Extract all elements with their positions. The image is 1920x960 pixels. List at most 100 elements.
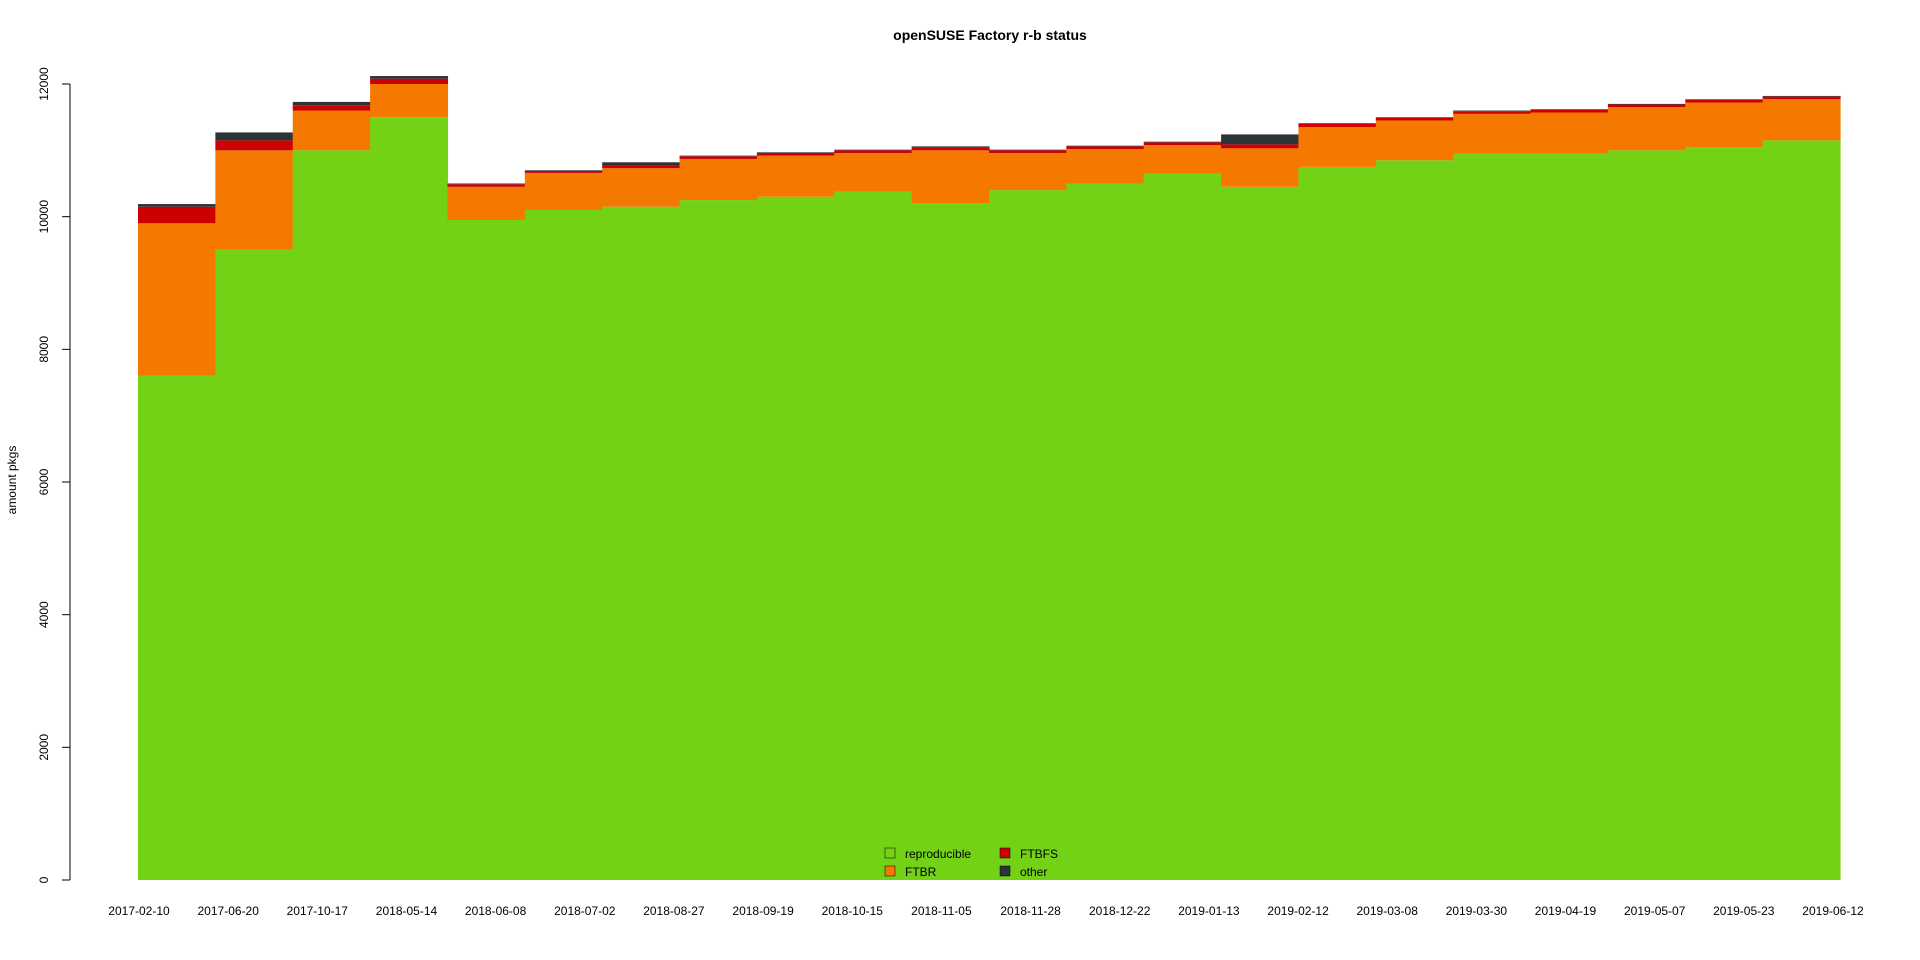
y-tick-label-3: 6000	[37, 468, 51, 495]
bar-ftbfs-4	[447, 184, 526, 187]
bar-other-9	[834, 149, 913, 151]
bar-ftbfs-18	[1530, 109, 1609, 113]
y-axis: 0 2000 4000 6000 8000 10000 12000	[37, 67, 71, 883]
bar-reproducible-21	[1762, 140, 1841, 880]
x-tick-label-18: 2019-05-23	[1713, 904, 1775, 918]
bar-ftbfs-1	[215, 140, 294, 151]
bar-ftbr-7	[679, 158, 758, 201]
bar-reproducible-17	[1453, 153, 1532, 880]
bar-reproducible-16	[1375, 160, 1454, 880]
bar-reproducible-15	[1298, 166, 1377, 881]
bar-reproducible-10	[911, 203, 990, 880]
bar-ftbfs-8	[756, 152, 835, 156]
y-tick-label-6: 12000	[37, 67, 51, 101]
x-tick-label-19: 2019-06-12	[1802, 904, 1864, 918]
bar-other-11	[989, 149, 1067, 151]
bar-ftbfs-20	[1685, 99, 1764, 103]
y-tick-label-2: 4000	[37, 601, 51, 628]
bar-reproducible-3	[370, 117, 449, 881]
bar-ftbfs-21	[1762, 96, 1841, 100]
bar-other-7	[679, 155, 758, 157]
bar-other-6	[602, 162, 681, 166]
x-tick-label-12: 2019-01-13	[1178, 904, 1240, 918]
bar-reproducible-11	[989, 190, 1067, 880]
bar-ftbr-8	[756, 155, 835, 197]
bar-ftbr-20	[1685, 102, 1764, 148]
bar-ftbfs-17	[1453, 111, 1532, 114]
bar-ftbfs-5	[524, 170, 603, 173]
bar-other-12	[1066, 145, 1145, 147]
legend-swatch-ftbfs	[999, 847, 1011, 859]
x-tick-label-7: 2018-09-19	[732, 904, 794, 918]
bar-reproducible-19	[1607, 150, 1686, 880]
bar-other-1	[215, 132, 294, 141]
bar-ftbr-1	[215, 150, 294, 250]
bar-other-14	[1221, 134, 1300, 145]
bar-other-3	[370, 76, 449, 79]
x-tick-label-0: 2017-02-10	[108, 904, 170, 918]
bar-other-10	[911, 146, 990, 148]
bar-ftbfs-7	[679, 156, 758, 159]
bar-other-4	[447, 183, 526, 185]
x-tick-label-11: 2018-12-22	[1089, 904, 1151, 918]
bar-reproducible-5	[524, 210, 603, 880]
y-tick-label-1: 2000	[37, 734, 51, 761]
bar-ftbr-16	[1375, 120, 1454, 161]
bar-other-5	[524, 170, 603, 171]
bar-other-13	[1143, 141, 1222, 143]
x-tick-label-2: 2017-10-17	[287, 904, 349, 918]
x-tick-label-14: 2019-03-08	[1357, 904, 1419, 918]
bar-ftbr-6	[602, 168, 681, 207]
bar-ftbr-9	[834, 152, 913, 192]
bar-ftbr-17	[1453, 113, 1532, 154]
bar-reproducible-4	[447, 219, 526, 881]
x-tick-label-10: 2018-11-28	[1000, 904, 1061, 918]
x-tick-label-16: 2019-04-19	[1535, 904, 1597, 918]
bar-other-8	[756, 152, 835, 153]
bar-ftbr-13	[1143, 145, 1222, 174]
bar-reproducible-20	[1685, 147, 1764, 880]
x-tick-label-9: 2018-11-05	[911, 904, 972, 918]
bar-ftbfs-15	[1298, 123, 1377, 128]
bar-ftbfs-3	[370, 78, 449, 84]
bars-group	[138, 76, 1841, 881]
bar-ftbfs-11	[989, 150, 1067, 153]
bar-reproducible-13	[1143, 173, 1222, 881]
y-tick-label-5: 10000	[37, 200, 51, 234]
bar-ftbr-4	[447, 186, 526, 220]
legend-label-other: other	[1020, 865, 1047, 879]
x-tick-label-15: 2019-03-30	[1446, 904, 1508, 918]
bar-reproducible-12	[1066, 183, 1145, 880]
bar-ftbr-12	[1066, 149, 1145, 184]
bar-ftbr-21	[1762, 99, 1841, 141]
bar-other-2	[292, 101, 371, 106]
bar-ftbr-11	[989, 152, 1067, 191]
bar-other-0	[138, 204, 216, 207]
bar-reproducible-2	[292, 150, 371, 880]
legend-label-reproducible: reproducible	[905, 847, 971, 861]
bar-ftbfs-16	[1375, 117, 1454, 121]
bar-reproducible-18	[1530, 153, 1609, 880]
bar-ftbr-15	[1298, 127, 1377, 167]
legend-swatch-reproducible	[884, 847, 896, 859]
bar-other-20	[1685, 99, 1764, 100]
bar-reproducible-9	[834, 191, 913, 880]
y-tick-label-0: 0	[37, 876, 51, 883]
bar-ftbfs-10	[911, 147, 990, 151]
bar-reproducible-1	[215, 249, 294, 880]
legend-label-ftbr: FTBR	[905, 865, 937, 879]
bar-ftbfs-6	[602, 165, 681, 169]
bar-ftbfs-13	[1143, 142, 1222, 146]
x-tick-label-13: 2019-02-12	[1267, 904, 1329, 918]
chart-title: openSUSE Factory r-b status	[893, 27, 1087, 43]
x-axis: 2017-02-10 2017-06-20 2017-10-17 2018-05-14…	[108, 904, 1864, 918]
bar-ftbr-19	[1607, 107, 1686, 151]
bar-ftbfs-0	[138, 206, 216, 224]
legend-label-ftbfs: FTBFS	[1020, 847, 1058, 861]
bar-reproducible-0	[138, 375, 216, 880]
bar-ftbfs-9	[834, 150, 913, 153]
bar-ftbr-10	[911, 150, 990, 204]
y-tick-label-4: 8000	[37, 336, 51, 363]
bar-other-15	[1298, 123, 1377, 124]
